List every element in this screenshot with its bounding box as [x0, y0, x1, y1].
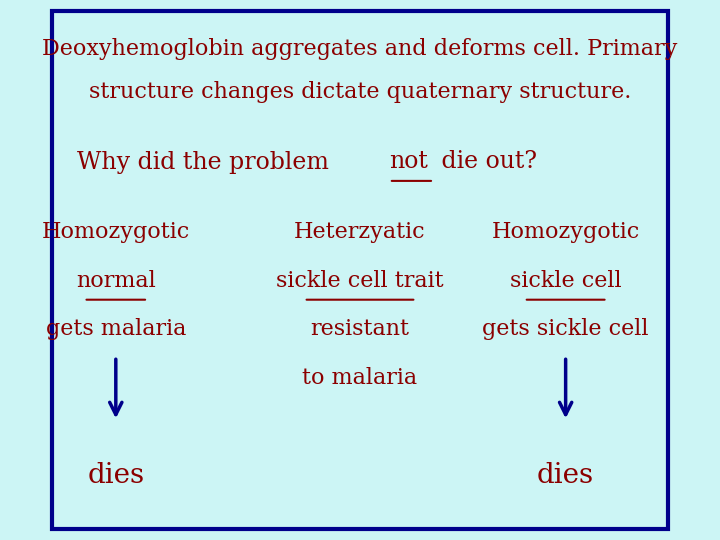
Text: Homozygotic: Homozygotic	[42, 221, 190, 243]
Text: to malaria: to malaria	[302, 367, 418, 389]
Text: gets malaria: gets malaria	[45, 319, 186, 340]
Text: sickle cell trait: sickle cell trait	[276, 270, 444, 292]
Text: dies: dies	[87, 462, 145, 489]
Text: Deoxyhemoglobin aggregates and deforms cell. Primary: Deoxyhemoglobin aggregates and deforms c…	[42, 38, 678, 59]
Text: resistant: resistant	[310, 319, 410, 340]
Text: sickle cell: sickle cell	[510, 270, 621, 292]
Text: normal: normal	[76, 270, 156, 292]
Text: dies: dies	[537, 462, 594, 489]
Text: Homozygotic: Homozygotic	[492, 221, 640, 243]
Text: not: not	[389, 151, 428, 173]
Text: Why did the problem: Why did the problem	[77, 151, 337, 173]
Text: die out?: die out?	[434, 151, 537, 173]
Text: gets sickle cell: gets sickle cell	[482, 319, 649, 340]
Text: Heterzyatic: Heterzyatic	[294, 221, 426, 243]
FancyBboxPatch shape	[52, 11, 668, 529]
Text: structure changes dictate quaternary structure.: structure changes dictate quaternary str…	[89, 81, 631, 103]
